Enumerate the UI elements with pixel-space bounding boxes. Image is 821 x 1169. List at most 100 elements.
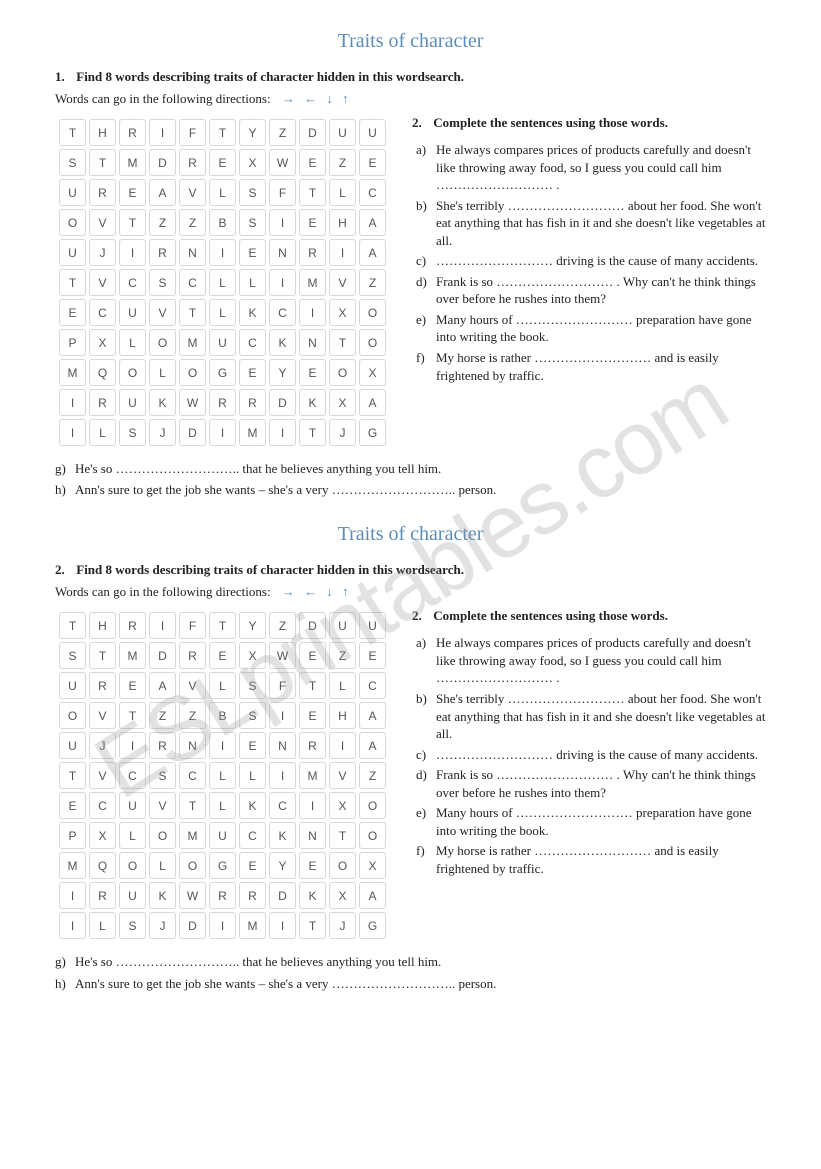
page-title: Traits of character <box>55 30 766 53</box>
grid-cell: N <box>179 239 206 266</box>
grid-cell: T <box>299 419 326 446</box>
grid-cell: X <box>89 329 116 356</box>
item-text: He's so ……………………….. that he believes any… <box>75 460 766 478</box>
grid-cell: R <box>209 389 236 416</box>
grid-cell: K <box>149 389 176 416</box>
item-text: Ann's sure to get the job she wants – sh… <box>75 975 766 993</box>
grid-cell: I <box>209 912 236 939</box>
directions-line: Words can go in the following directions… <box>55 91 766 107</box>
grid-cell: R <box>119 612 146 639</box>
grid-cell: V <box>89 209 116 236</box>
grid-cell: N <box>299 822 326 849</box>
grid-cell: D <box>269 389 296 416</box>
grid-cell: O <box>59 702 86 729</box>
grid-cell: O <box>119 359 146 386</box>
grid-cell: U <box>209 822 236 849</box>
grid-cell: K <box>149 882 176 909</box>
grid-cell: M <box>299 269 326 296</box>
grid-cell: S <box>149 269 176 296</box>
grid-cell: R <box>149 239 176 266</box>
grid-cell: C <box>89 792 116 819</box>
grid-cell: O <box>329 852 356 879</box>
grid-cell: T <box>209 119 236 146</box>
grid-cell: L <box>329 672 356 699</box>
grid-cell: X <box>329 882 356 909</box>
grid-cell: I <box>269 912 296 939</box>
grid-cell: Q <box>89 359 116 386</box>
grid-cell: X <box>239 149 266 176</box>
list-item: e)Many hours of ……………………… preparation ha… <box>416 311 766 346</box>
grid-cell: Q <box>89 852 116 879</box>
grid-cell: F <box>179 612 206 639</box>
grid-cell: M <box>59 359 86 386</box>
grid-cell: J <box>89 239 116 266</box>
item-letter: d) <box>416 273 436 308</box>
grid-cell: C <box>179 269 206 296</box>
worksheet-block-1: Traits of character 1. Find 8 words desc… <box>55 30 766 499</box>
grid-cell: V <box>149 792 176 819</box>
grid-cell: U <box>359 612 386 639</box>
grid-cell: O <box>359 822 386 849</box>
grid-cell: S <box>59 149 86 176</box>
grid-cell: X <box>329 299 356 326</box>
grid-cell: L <box>329 179 356 206</box>
grid-cell: V <box>89 269 116 296</box>
grid-cell: C <box>269 299 296 326</box>
grid-cell: I <box>119 732 146 759</box>
grid-cell: H <box>329 702 356 729</box>
grid-cell: D <box>299 119 326 146</box>
grid-cell: R <box>119 119 146 146</box>
item-letter: h) <box>55 481 75 499</box>
grid-cell: X <box>359 359 386 386</box>
grid-cell: I <box>59 389 86 416</box>
sentence-list-2: a)He always compares prices of products … <box>412 634 766 877</box>
list-item: g)He's so ……………………….. that he believes a… <box>55 953 766 971</box>
grid-cell: Z <box>149 702 176 729</box>
grid-cell: X <box>329 792 356 819</box>
grid-cell: E <box>59 299 86 326</box>
grid-cell: R <box>179 642 206 669</box>
grid-cell: T <box>299 672 326 699</box>
grid-cell: R <box>239 882 266 909</box>
grid-cell: T <box>59 612 86 639</box>
wordsearch-grid-1: THRIFTYZDUUSTMDREXWEZEUREAVLSFTLCOVTZZBS… <box>55 115 390 450</box>
grid-cell: R <box>89 179 116 206</box>
grid-cell: L <box>209 299 236 326</box>
grid-cell: Z <box>329 149 356 176</box>
exercise2-number: 2. <box>412 608 430 624</box>
exercise2-heading: 2. Complete the sentences using those wo… <box>412 608 766 624</box>
grid-cell: M <box>239 912 266 939</box>
grid-cell: A <box>359 732 386 759</box>
grid-cell: E <box>119 179 146 206</box>
grid-cell: K <box>239 792 266 819</box>
grid-cell: I <box>269 762 296 789</box>
grid-cell: N <box>179 732 206 759</box>
grid-cell: E <box>239 732 266 759</box>
grid-cell: C <box>179 762 206 789</box>
exercise2-text: Complete the sentences using those words… <box>433 608 668 623</box>
list-item: c)……………………… driving is the cause of many… <box>416 252 766 270</box>
grid-cell: U <box>329 119 356 146</box>
item-text: Many hours of ……………………… preparation have… <box>436 311 766 346</box>
grid-cell: E <box>119 672 146 699</box>
grid-cell: U <box>59 672 86 699</box>
grid-cell: M <box>119 642 146 669</box>
item-text: Frank is so ……………………… . Why can't he thi… <box>436 273 766 308</box>
grid-cell: Z <box>269 612 296 639</box>
item-letter: g) <box>55 460 75 478</box>
grid-cell: X <box>89 822 116 849</box>
grid-cell: E <box>239 359 266 386</box>
grid-cell: K <box>299 882 326 909</box>
grid-cell: S <box>239 179 266 206</box>
grid-cell: L <box>119 822 146 849</box>
grid-cell: U <box>119 389 146 416</box>
grid-cell: T <box>299 912 326 939</box>
grid-cell: I <box>149 612 176 639</box>
grid-cell: O <box>359 329 386 356</box>
grid-cell: J <box>149 912 176 939</box>
grid-cell: A <box>359 209 386 236</box>
grid-cell: Z <box>269 119 296 146</box>
grid-cell: P <box>59 329 86 356</box>
grid-cell: Z <box>329 642 356 669</box>
grid-cell: H <box>329 209 356 236</box>
